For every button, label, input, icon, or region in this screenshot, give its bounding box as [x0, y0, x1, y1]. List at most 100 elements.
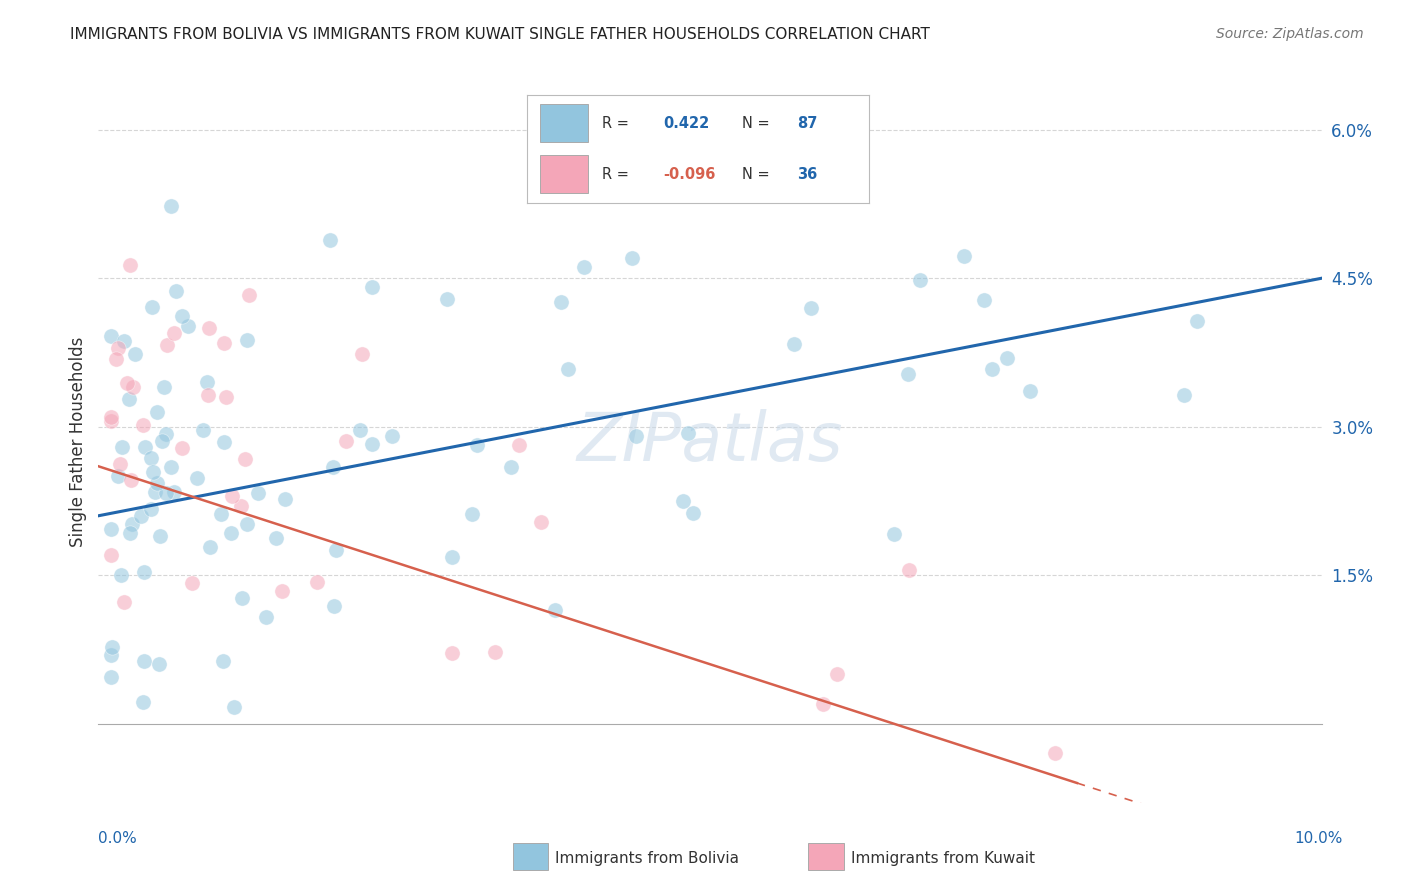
Point	[112, 334, 135, 349]
Point	[621, 252, 644, 266]
Point	[100, 548, 122, 562]
Point	[624, 428, 647, 442]
Text: 0.0%: 0.0%	[98, 831, 138, 847]
Point	[897, 368, 920, 382]
Point	[107, 468, 129, 483]
Point	[118, 392, 141, 407]
Point	[118, 525, 141, 540]
Point	[1045, 747, 1067, 761]
Point	[349, 423, 371, 437]
Point	[121, 380, 143, 394]
Point	[980, 362, 1002, 376]
Point	[100, 409, 122, 424]
Point	[163, 484, 186, 499]
Point	[153, 380, 176, 394]
Point	[143, 485, 166, 500]
Text: ZIPatlas: ZIPatlas	[576, 409, 844, 475]
Point	[360, 279, 382, 293]
Point	[211, 654, 233, 668]
Point	[682, 507, 704, 521]
Point	[212, 435, 235, 450]
Point	[100, 523, 122, 537]
Point	[139, 451, 162, 466]
Point	[883, 526, 905, 541]
Text: 10.0%: 10.0%	[1295, 831, 1343, 847]
Point	[557, 362, 579, 376]
Point	[436, 292, 458, 306]
Point	[233, 451, 256, 466]
Point	[1018, 384, 1040, 398]
Point	[897, 563, 920, 577]
Point	[139, 502, 162, 516]
Point	[132, 565, 155, 579]
Point	[198, 540, 221, 554]
Point	[440, 549, 463, 564]
Point	[995, 351, 1018, 365]
Point	[254, 609, 277, 624]
Point	[322, 459, 344, 474]
Point	[114, 595, 136, 609]
Point	[124, 347, 146, 361]
Point	[499, 460, 522, 475]
Point	[197, 320, 219, 334]
Point	[270, 584, 292, 599]
Point	[197, 388, 219, 402]
Text: Immigrants from Kuwait: Immigrants from Kuwait	[851, 851, 1035, 865]
Point	[221, 489, 243, 503]
Point	[352, 347, 374, 361]
Point	[572, 260, 595, 274]
Point	[215, 390, 238, 404]
Point	[141, 300, 163, 314]
Point	[231, 591, 253, 606]
Point	[360, 437, 382, 451]
Point	[508, 437, 530, 451]
Text: Source: ZipAtlas.com: Source: ZipAtlas.com	[1216, 27, 1364, 41]
Point	[1185, 314, 1208, 328]
Point	[156, 338, 179, 352]
Point	[678, 425, 700, 440]
Point	[266, 531, 288, 545]
Point	[274, 492, 297, 507]
Point	[825, 667, 848, 681]
Point	[132, 695, 155, 709]
Point	[163, 326, 186, 340]
Point	[132, 418, 155, 433]
Point	[186, 470, 208, 484]
Point	[100, 670, 122, 684]
Point	[219, 526, 242, 541]
Point	[381, 429, 404, 443]
Point	[129, 508, 152, 523]
Text: IMMIGRANTS FROM BOLIVIA VS IMMIGRANTS FROM KUWAIT SINGLE FATHER HOUSEHOLDS CORRE: IMMIGRANTS FROM BOLIVIA VS IMMIGRANTS FR…	[70, 27, 931, 42]
Point	[146, 405, 169, 419]
Point	[170, 309, 193, 323]
Point	[107, 341, 129, 355]
Text: Immigrants from Bolivia: Immigrants from Bolivia	[555, 851, 740, 865]
Point	[783, 336, 806, 351]
Point	[908, 273, 931, 287]
Point	[440, 646, 463, 660]
Point	[100, 329, 122, 343]
Point	[952, 249, 974, 263]
Point	[120, 473, 142, 487]
Point	[465, 438, 488, 452]
Point	[100, 648, 122, 662]
Point	[319, 233, 342, 247]
Point	[461, 508, 484, 522]
Point	[484, 645, 506, 659]
Point	[160, 460, 183, 475]
Point	[335, 434, 357, 449]
Point	[115, 376, 138, 390]
Point	[134, 440, 156, 454]
Point	[235, 517, 257, 532]
Point	[325, 542, 347, 557]
Point	[193, 423, 215, 437]
Point	[195, 375, 218, 389]
Point	[155, 486, 177, 500]
Point	[150, 434, 173, 448]
Point	[550, 294, 572, 309]
Point	[800, 301, 823, 316]
Point	[305, 575, 328, 590]
Point	[231, 499, 253, 513]
Point	[672, 494, 695, 508]
Point	[238, 288, 260, 302]
